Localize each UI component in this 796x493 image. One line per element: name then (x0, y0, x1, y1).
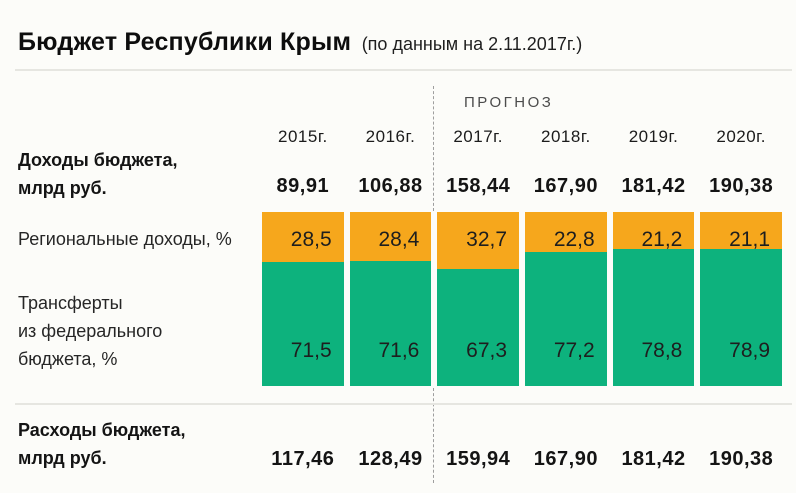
years-header-row: 2015г. 2016г. 2017г. 2018г. 2019г. 2020г. (262, 127, 782, 147)
expenses-divider (15, 403, 792, 405)
bar-column: 32,7 67,3 (437, 212, 520, 386)
row-label-transfers-line3: бюджета, % (18, 349, 118, 369)
regional-share-value: 22,8 (553, 228, 595, 251)
year-label: 2020г. (716, 127, 767, 146)
transfers-share-value: 67,3 (466, 339, 508, 362)
stacked-bar-chart: 28,5 71,5 28,4 71,6 32,7 67,3 22,8 77,2 21,2 78,8… (262, 212, 783, 386)
forecast-label: ПРОГНОЗ (464, 94, 554, 111)
bar-segment-regional (612, 212, 695, 249)
bar-segment-transfers (262, 262, 344, 386)
regional-share-value: 32,7 (466, 228, 508, 251)
year-label: 2019г. (628, 127, 679, 146)
row-label-transfers-line2: из федерального (18, 321, 163, 341)
income-value: 181,42 (621, 175, 686, 197)
year-label: 2017г. (453, 127, 504, 146)
regional-share-value: 28,4 (378, 228, 420, 251)
bar-segment-regional (349, 212, 432, 261)
income-value: 190,38 (709, 175, 774, 197)
transfers-share-value: 78,9 (729, 339, 771, 362)
transfers-share-value: 71,5 (290, 339, 332, 362)
bar-column: 28,5 71,5 (262, 212, 344, 386)
income-values-row: 89,91 106,88 158,44 167,90 181,42 190,38 (262, 175, 782, 198)
expense-value: 181,42 (621, 448, 686, 470)
bar-segment-regional (262, 212, 344, 262)
year-label: 2016г. (365, 127, 416, 146)
transfers-share-value: 77,2 (553, 339, 595, 362)
expense-value: 117,46 (271, 448, 335, 470)
row-label-incomes-line1: Доходы бюджета, (18, 150, 178, 170)
regional-share-value: 28,5 (290, 228, 332, 251)
row-label-expenses-line1: Расходы бюджета, (18, 420, 186, 440)
year-label: 2018г. (541, 127, 591, 146)
bar-segment-transfers (437, 269, 520, 386)
bar-column: 22,8 77,2 (525, 212, 607, 386)
bar-segment-transfers (612, 249, 695, 386)
bar-column: 28,4 71,6 (349, 212, 432, 386)
title-subtitle: (по данным на 2.11.2017г.) (361, 34, 583, 54)
expense-value: 190,38 (709, 448, 774, 470)
row-label-transfers-line1: Трансферты (18, 293, 123, 313)
row-label-transfers: Трансферты из федерального бюджета, % (18, 289, 162, 373)
bar-segment-regional (437, 212, 520, 269)
expense-values-row: 117,46 128,49 159,94 167,90 181,42 190,38 (262, 448, 782, 471)
regional-share-value: 21,1 (729, 228, 771, 251)
expense-value: 167,90 (533, 448, 598, 470)
row-label-expenses-line2: млрд руб. (18, 448, 107, 468)
bar-segment-transfers (525, 252, 607, 386)
regional-share-value: 21,2 (641, 228, 683, 251)
row-label-incomes: Доходы бюджета, млрд руб. (18, 146, 178, 202)
row-label-expenses: Расходы бюджета, млрд руб. (18, 416, 185, 472)
income-value: 89,91 (276, 175, 330, 197)
title-text: Бюджет Республики Крым (18, 28, 352, 56)
income-value: 167,90 (533, 175, 598, 197)
forecast-divider-bottom (433, 388, 434, 483)
page-title: Бюджет Республики Крым (по данным на 2.1… (18, 28, 582, 57)
bar-segment-transfers (700, 249, 783, 386)
row-label-regional-incomes: Региональные доходы, % (18, 229, 232, 249)
bar-segment-transfers (349, 261, 432, 386)
transfers-share-value: 78,8 (641, 339, 683, 362)
expense-value: 159,94 (446, 448, 511, 470)
title-divider (15, 69, 792, 71)
forecast-divider-top (433, 86, 434, 211)
bar-column: 21,1 78,9 (700, 212, 783, 386)
bar-column: 21,2 78,8 (612, 212, 695, 386)
row-label-incomes-line2: млрд руб. (18, 178, 107, 198)
income-value: 106,88 (358, 175, 423, 197)
year-label: 2015г. (278, 127, 328, 146)
expense-value: 128,49 (358, 448, 423, 470)
transfers-share-value: 71,6 (378, 339, 420, 362)
income-value: 158,44 (446, 175, 511, 197)
bar-segment-regional (700, 212, 783, 249)
bar-segment-regional (525, 212, 607, 252)
